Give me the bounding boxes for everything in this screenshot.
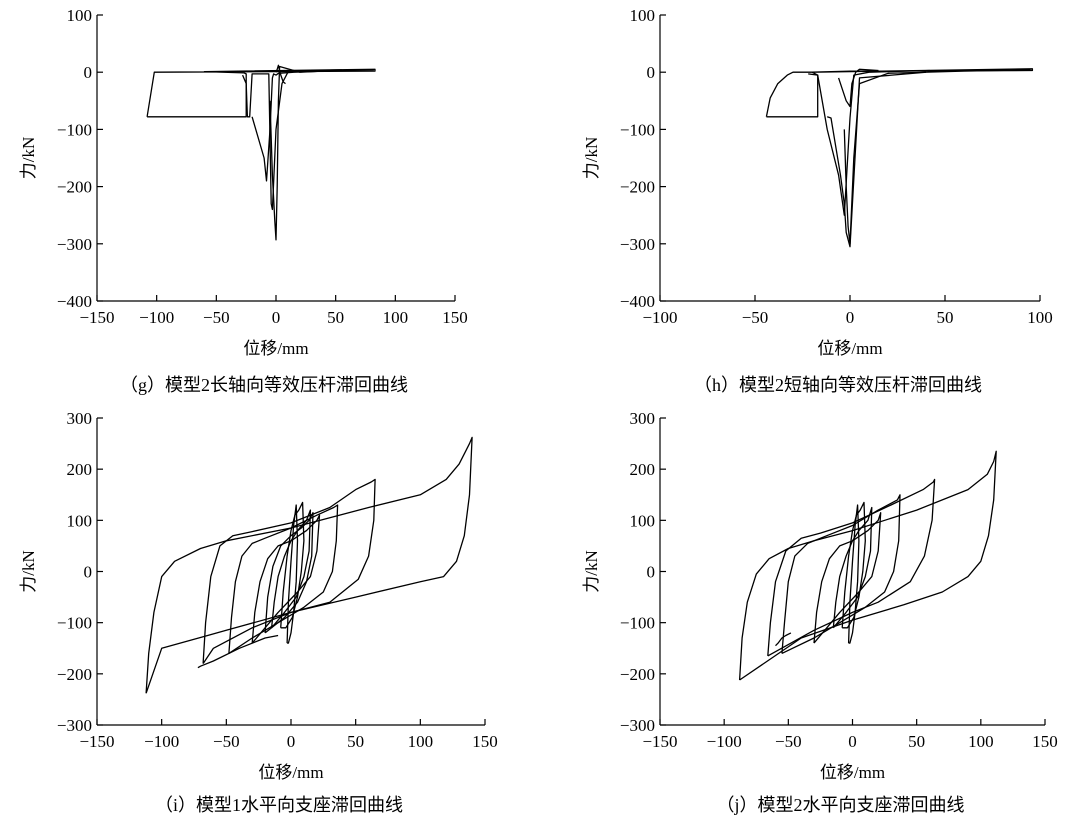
x-tick-label: −150 bbox=[79, 732, 114, 751]
y-tick-label: 100 bbox=[67, 511, 93, 530]
hysteresis-curve bbox=[832, 506, 873, 629]
hysteresis-curve bbox=[781, 494, 901, 654]
chart-caption: （i）模型1水平向支座滞回曲线 bbox=[155, 795, 403, 815]
chart-caption: （g）模型2长轴向等效压杆滞回曲线 bbox=[120, 375, 408, 395]
hysteresis-curve bbox=[270, 509, 312, 629]
y-tick-label: −100 bbox=[620, 614, 655, 633]
y-tick-label: 300 bbox=[67, 409, 93, 428]
y-tick-label: −300 bbox=[57, 716, 92, 735]
y-axis-label: 力/kN bbox=[19, 137, 38, 180]
x-tick-label: 150 bbox=[472, 732, 498, 751]
x-tick-label: 0 bbox=[846, 308, 855, 327]
x-axis-label: 位移/mm bbox=[820, 763, 885, 782]
x-tick-label: −50 bbox=[775, 732, 802, 751]
chart-g: −150 −100 −50 0 50 100 150 −400 −300 −200 −100 0 100… bbox=[19, 6, 468, 395]
hysteresis-curve bbox=[269, 65, 336, 241]
y-tick-label: −100 bbox=[620, 120, 655, 139]
y-tick-label: −300 bbox=[620, 716, 655, 735]
x-axis-label: 位移/mm bbox=[817, 339, 882, 358]
x-tick-label: 0 bbox=[287, 732, 296, 751]
hysteresis-curve bbox=[837, 68, 879, 108]
y-axis-label: 力/kN bbox=[582, 550, 601, 593]
x-tick-label: −100 bbox=[139, 308, 174, 327]
hysteresis-curve bbox=[847, 504, 860, 644]
y-tick-label: −200 bbox=[57, 178, 92, 197]
x-tick-label: 0 bbox=[272, 308, 281, 327]
y-tick-label: 100 bbox=[630, 511, 656, 530]
hysteresis-curve bbox=[738, 450, 997, 681]
x-tick-label: −100 bbox=[144, 732, 179, 751]
y-tick-label: −300 bbox=[57, 235, 92, 254]
chart-caption: （j）模型2水平向支座滞回曲线 bbox=[717, 795, 965, 815]
x-tick-label: 150 bbox=[1032, 732, 1058, 751]
y-tick-label: 0 bbox=[84, 563, 93, 582]
x-tick-label: 150 bbox=[442, 308, 468, 327]
y-tick-label: 300 bbox=[630, 409, 656, 428]
x-tick-label: −50 bbox=[203, 308, 230, 327]
x-tick-label: 100 bbox=[383, 308, 409, 327]
y-tick-label: 0 bbox=[647, 63, 656, 82]
x-tick-label: −150 bbox=[79, 308, 114, 327]
x-tick-label: −100 bbox=[642, 308, 677, 327]
hysteresis-curve bbox=[275, 64, 286, 85]
x-tick-label: 50 bbox=[327, 308, 344, 327]
hysteresis-curve bbox=[775, 632, 792, 647]
y-tick-label: 100 bbox=[67, 6, 93, 25]
y-tick-label: −400 bbox=[620, 292, 655, 311]
chart-caption: （h）模型2短轴向等效压杆滞回曲线 bbox=[694, 375, 982, 395]
x-axis-label: 位移/mm bbox=[258, 763, 323, 782]
x-tick-label: 0 bbox=[848, 732, 857, 751]
y-tick-label: 200 bbox=[630, 460, 656, 479]
hysteresis-curve bbox=[145, 436, 473, 694]
y-tick-label: −400 bbox=[57, 292, 92, 311]
y-tick-label: 0 bbox=[84, 63, 93, 82]
y-axis-label: 力/kN bbox=[19, 550, 38, 593]
hysteresis-curve bbox=[146, 68, 376, 118]
x-tick-label: −150 bbox=[642, 732, 677, 751]
y-axis-label: 力/kN bbox=[582, 137, 601, 180]
y-tick-label: 100 bbox=[630, 6, 656, 25]
hysteresis-curve bbox=[197, 634, 279, 669]
x-axis-label: 位移/mm bbox=[243, 339, 308, 358]
y-tick-label: −100 bbox=[57, 614, 92, 633]
hysteresis-curve bbox=[808, 69, 930, 216]
hysteresis-curve bbox=[228, 504, 339, 654]
x-tick-label: −50 bbox=[742, 308, 769, 327]
chart-h: −100 −50 0 50 100 −400 −300 −200 −100 0 100 位移/mm 力/… bbox=[582, 6, 1053, 395]
y-tick-label: −200 bbox=[57, 665, 92, 684]
y-tick-label: 200 bbox=[67, 460, 93, 479]
hysteresis-curve bbox=[286, 504, 299, 644]
hysteresis-curve bbox=[843, 69, 1031, 245]
x-tick-label: 50 bbox=[908, 732, 925, 751]
chart-j: −150 −100 −50 0 50 100 150 −300 −200 −100 0 100 200 3… bbox=[582, 409, 1058, 815]
x-tick-label: 100 bbox=[408, 732, 434, 751]
hysteresis-curve bbox=[264, 512, 314, 634]
hysteresis-curve bbox=[827, 71, 927, 248]
x-tick-label: 50 bbox=[937, 308, 954, 327]
y-tick-label: −100 bbox=[57, 120, 92, 139]
x-tick-label: −50 bbox=[213, 732, 240, 751]
hysteresis-curve bbox=[767, 478, 936, 657]
y-tick-label: −200 bbox=[620, 178, 655, 197]
y-tick-label: 0 bbox=[647, 563, 656, 582]
x-tick-label: 100 bbox=[968, 732, 994, 751]
hysteresis-curve bbox=[202, 478, 376, 664]
hysteresis-curve bbox=[242, 69, 342, 211]
x-tick-label: 100 bbox=[1027, 308, 1053, 327]
chart-i: −150 −100 −50 0 50 100 150 −300 −200 −100 0 100 200 3… bbox=[19, 409, 498, 815]
y-tick-label: −200 bbox=[620, 665, 655, 684]
hysteresis-curve bbox=[765, 68, 1034, 118]
x-tick-label: 50 bbox=[347, 732, 364, 751]
y-tick-label: −300 bbox=[620, 235, 655, 254]
x-tick-label: −100 bbox=[707, 732, 742, 751]
